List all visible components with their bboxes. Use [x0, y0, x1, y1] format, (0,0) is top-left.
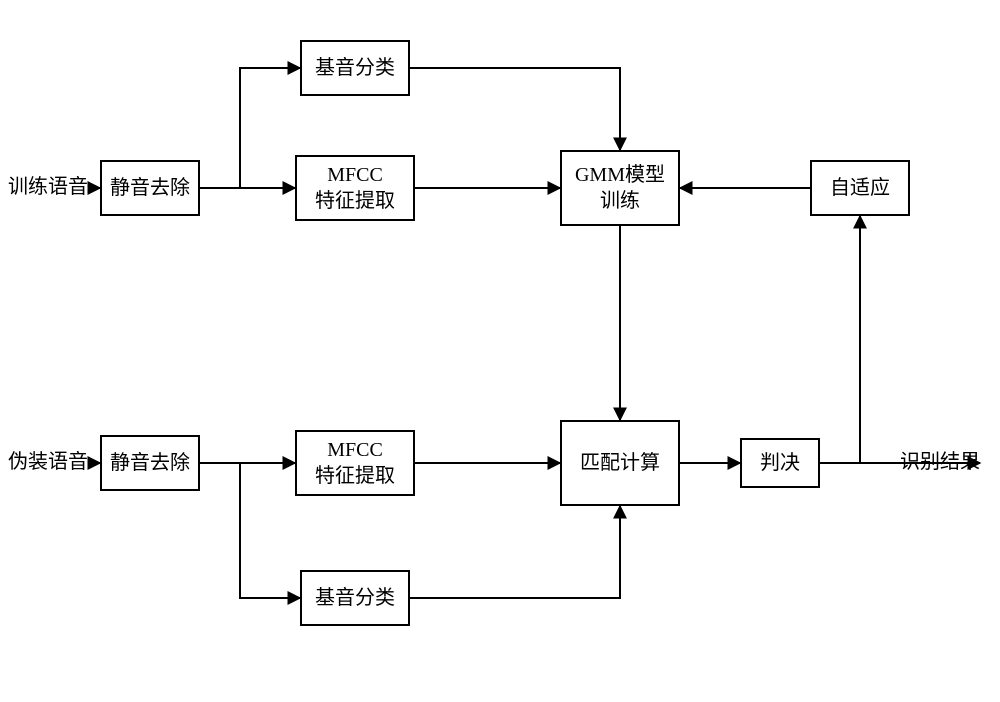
node-text: 判决 — [760, 450, 800, 476]
node-text: MFCC 特征提取 — [315, 162, 395, 214]
node-pitch-2: 基音分类 — [300, 570, 410, 626]
node-text: 自适应 — [830, 175, 890, 201]
node-mfcc-2: MFCC 特征提取 — [295, 430, 415, 496]
node-match: 匹配计算 — [560, 420, 680, 506]
node-text: MFCC 特征提取 — [315, 437, 395, 489]
node-mfcc-1: MFCC 特征提取 — [295, 155, 415, 221]
label-train-input: 训练语音 — [8, 170, 88, 199]
node-text: 静音去除 — [110, 450, 190, 476]
node-silence-1: 静音去除 — [100, 160, 200, 216]
node-text: 匹配计算 — [580, 450, 660, 476]
node-text: 基音分类 — [315, 585, 395, 611]
label-test-input: 伪装语音 — [8, 445, 88, 474]
node-text: 静音去除 — [110, 175, 190, 201]
node-text: GMM模型 训练 — [575, 162, 665, 214]
node-text: 基音分类 — [315, 55, 395, 81]
node-silence-2: 静音去除 — [100, 435, 200, 491]
edges-layer — [0, 0, 1000, 702]
node-adapt: 自适应 — [810, 160, 910, 216]
node-decide: 判决 — [740, 438, 820, 488]
node-gmm: GMM模型 训练 — [560, 150, 680, 226]
node-pitch-1: 基音分类 — [300, 40, 410, 96]
label-result: 识别结果 — [900, 445, 980, 474]
